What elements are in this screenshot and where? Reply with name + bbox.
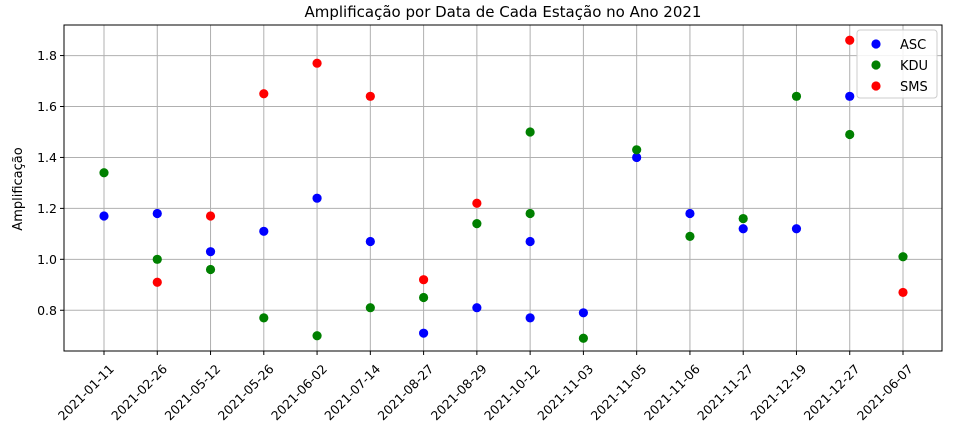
data-point-kdu: [791, 91, 802, 101]
data-point-sms: [205, 211, 216, 221]
data-point-sms: [898, 287, 908, 298]
data-point-kdu: [152, 254, 162, 264]
data-point-asc: [419, 328, 429, 338]
data-point-sms: [259, 89, 269, 99]
data-point-sms: [419, 275, 429, 285]
data-point-asc: [525, 313, 535, 323]
data-points: [99, 35, 908, 343]
data-point-kdu: [312, 331, 322, 341]
legend-label-asc: ASC: [900, 38, 926, 53]
data-point-asc: [525, 236, 535, 247]
data-point-asc: [152, 208, 162, 219]
data-point-asc: [472, 303, 482, 313]
y-tick-label: 1.6: [37, 99, 57, 114]
legend-marker-sms: [871, 81, 881, 91]
data-point-kdu: [259, 313, 269, 323]
data-point-sms: [365, 91, 375, 101]
legend-marker-asc: [871, 39, 881, 49]
plot-frame: [63, 24, 943, 352]
y-tick-label: 1.0: [37, 252, 57, 267]
data-point-kdu: [738, 213, 748, 224]
data-point-asc: [365, 236, 375, 247]
data-point-kdu: [525, 208, 535, 219]
data-point-sms: [472, 198, 482, 208]
chart-title: Amplificação por Data de Cada Estação no…: [305, 3, 702, 21]
data-point-kdu: [845, 129, 855, 140]
data-point-asc: [312, 193, 322, 203]
data-point-asc: [738, 224, 748, 234]
y-tick-label: 1.8: [37, 48, 57, 63]
data-point-kdu: [632, 145, 642, 155]
y-tick-label: 1.4: [37, 150, 57, 165]
data-point-kdu: [419, 292, 429, 303]
data-point-sms: [312, 58, 322, 68]
data-point-asc: [791, 224, 802, 234]
data-point-sms: [152, 277, 162, 287]
legend: ASC KDU SMS: [856, 29, 938, 99]
data-point-kdu: [205, 264, 216, 275]
y-tick-label: 0.8: [37, 303, 57, 318]
data-point-asc: [259, 226, 269, 236]
data-point-kdu: [365, 303, 375, 313]
data-point-sms: [845, 35, 855, 45]
grid-lines: [64, 25, 942, 351]
y-axis-label: Amplificação: [11, 147, 26, 230]
data-point-kdu: [99, 168, 109, 178]
data-point-kdu: [525, 127, 535, 137]
legend-label-kdu: KDU: [900, 59, 928, 74]
data-point-kdu: [578, 333, 589, 343]
data-point-kdu: [685, 231, 695, 241]
data-point-asc: [845, 91, 855, 101]
data-point-kdu: [472, 219, 482, 229]
data-point-asc: [205, 247, 216, 257]
y-axis-ticks: 0.8 1.0 1.2 1.4 1.6 1.8: [37, 48, 64, 318]
legend-marker-kdu: [871, 60, 881, 70]
legend-label-sms: SMS: [900, 80, 928, 95]
data-point-asc: [578, 308, 589, 318]
y-tick-label: 1.2: [37, 201, 57, 216]
data-point-kdu: [898, 252, 908, 262]
data-point-asc: [99, 211, 109, 221]
data-point-asc: [632, 152, 642, 163]
data-point-asc: [685, 208, 695, 219]
